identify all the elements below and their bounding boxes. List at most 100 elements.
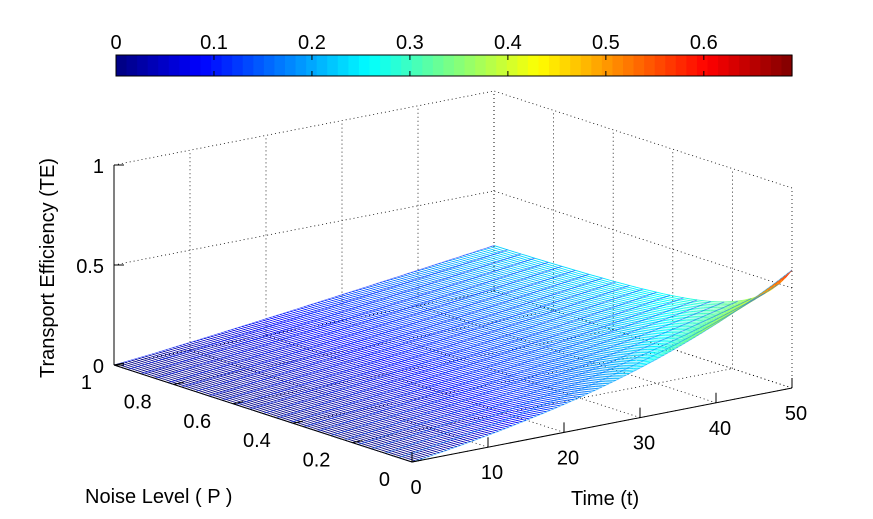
- colorbar-segment: [686, 55, 698, 76]
- colorbar-segment: [570, 55, 582, 76]
- x-tick-label: 30: [633, 433, 655, 455]
- colorbar-segment: [496, 55, 508, 76]
- colorbar-segment: [591, 55, 603, 76]
- colorbar-segment: [390, 55, 402, 76]
- x-axis-line: [411, 387, 793, 463]
- colorbar-segment: [644, 55, 656, 76]
- colorbar-segment: [137, 55, 149, 76]
- colorbar-segment: [116, 55, 128, 76]
- colorbar-segment: [654, 55, 666, 76]
- colorbar-segment: [401, 55, 413, 76]
- colorbar-segment: [506, 55, 518, 76]
- colorbar-segment: [718, 55, 730, 76]
- colorbar-segment: [728, 55, 740, 76]
- colorbar-segment: [549, 55, 561, 76]
- colorbar-segment: [242, 55, 254, 76]
- colorbar-segment: [432, 55, 445, 76]
- y-tick-mark: [292, 420, 303, 424]
- colorbar-segment: [601, 55, 614, 76]
- y-axis-line: [113, 364, 413, 463]
- colorbar: 0 0.1 0.2 0.3 0.4 0.5 0.6: [110, 32, 793, 77]
- colorbar-segment: [665, 55, 677, 76]
- colorbar-segment: [253, 55, 265, 76]
- colorbar-tick-label: 0.1: [200, 32, 228, 54]
- y-axis-label: Noise Level ( P ): [85, 486, 232, 508]
- colorbar-segment: [211, 55, 223, 76]
- x-tick-label: 10: [481, 462, 503, 484]
- colorbar-segment: [443, 55, 455, 76]
- colorbar-segment: [422, 55, 434, 76]
- y-tick-mark: [352, 440, 363, 444]
- colorbar-segment: [369, 55, 381, 76]
- colorbar-segment: [126, 55, 138, 76]
- colorbar-segment: [306, 55, 318, 76]
- colorbar-tick-label: 0.3: [396, 32, 424, 54]
- colorbar-segment: [189, 55, 202, 76]
- x-tick-label: 0: [410, 477, 421, 499]
- colorbar-tick-label: 0.2: [298, 32, 326, 54]
- colorbar-segment: [274, 55, 286, 76]
- surface-mesh: [113, 245, 793, 463]
- y-tick-label: 0.2: [303, 450, 331, 472]
- colorbar-tick-label: 0.5: [592, 32, 620, 54]
- x-tick-label: 50: [785, 403, 807, 425]
- colorbar-segment: [316, 55, 328, 76]
- colorbar-segment: [348, 55, 360, 76]
- y-tick-mark: [233, 401, 244, 405]
- colorbar-tick-label: 0: [110, 32, 121, 54]
- colorbar-segment: [781, 55, 793, 76]
- x-axis-label: Time (t): [571, 488, 639, 510]
- colorbar-segment: [612, 55, 624, 76]
- colorbar-tick-label: 0.4: [494, 32, 522, 54]
- colorbar-segment: [179, 55, 191, 76]
- y-tick-label: 0: [379, 469, 390, 491]
- colorbar-frame: [115, 54, 793, 77]
- y-tick-label: 0.4: [243, 430, 271, 452]
- colorbar-segment: [623, 55, 635, 76]
- colorbar-segment: [232, 55, 244, 76]
- colorbar-segment: [696, 55, 709, 76]
- colorbar-segment: [527, 55, 540, 76]
- y-tick-mark: [173, 381, 184, 385]
- colorbar-segment: [454, 55, 466, 76]
- axis-labels: Transport Efficiency (TE) Noise Level ( …: [37, 156, 807, 510]
- colorbar-segment: [158, 55, 170, 76]
- colorbar-segment: [538, 55, 550, 76]
- x-tick-label: 20: [557, 447, 579, 469]
- colorbar-segment: [200, 55, 212, 76]
- colorbar-segment: [285, 55, 297, 76]
- colorbar-segment: [749, 55, 761, 76]
- colorbar-segment: [221, 55, 233, 76]
- axes: [113, 164, 793, 463]
- colorbar-segment: [295, 55, 307, 76]
- colorbar-segment: [263, 55, 276, 76]
- colorbar-segment: [517, 55, 529, 76]
- colorbar-segment: [580, 55, 592, 76]
- colorbar-segment: [739, 55, 751, 76]
- colorbar-segment: [327, 55, 339, 76]
- z-tick-label: 1: [93, 156, 104, 178]
- y-tick-label: 1: [81, 372, 92, 394]
- y-tick-label: 0.6: [183, 411, 211, 433]
- z-tick-label: 0: [93, 356, 104, 378]
- z-tick-label: 0.5: [76, 256, 104, 278]
- colorbar-segment: [770, 55, 783, 76]
- z-axis-label: Transport Efficiency (TE): [37, 158, 59, 378]
- colorbar-segment: [475, 55, 487, 76]
- colorbar-segment: [147, 55, 159, 76]
- y-tick-mark: [411, 459, 423, 463]
- colorbar-segment: [464, 55, 476, 76]
- y-tick-label: 0.8: [124, 391, 152, 413]
- colorbar-segment: [337, 55, 349, 76]
- colorbar-segment: [358, 55, 371, 76]
- colorbar-tick-label: 0.6: [690, 32, 718, 54]
- colorbar-segment: [411, 55, 423, 76]
- colorbar-segment: [707, 55, 719, 76]
- colorbar-segment: [380, 55, 392, 76]
- colorbar-segment: [760, 55, 772, 76]
- x-tick-label: 40: [709, 418, 731, 440]
- colorbar-segment: [633, 55, 645, 76]
- colorbar-segment: [485, 55, 497, 76]
- colorbar-segment: [168, 55, 180, 76]
